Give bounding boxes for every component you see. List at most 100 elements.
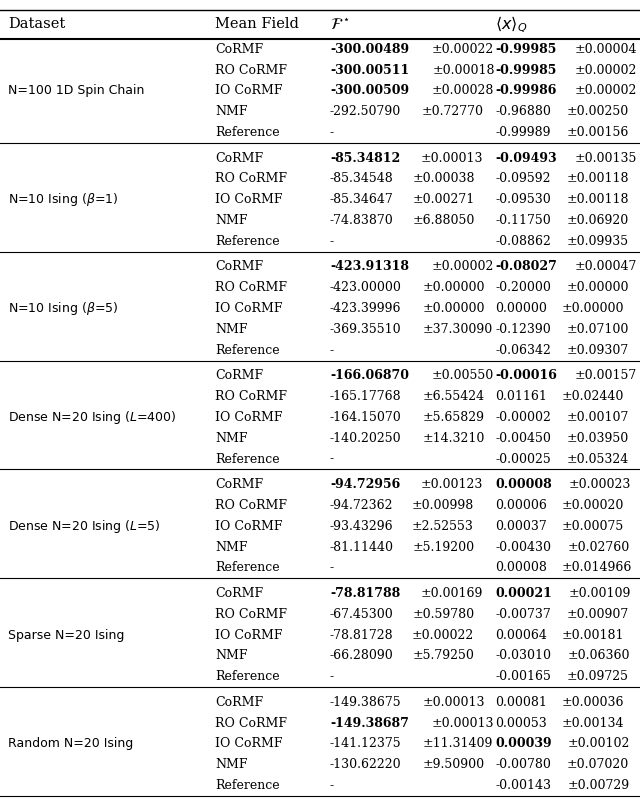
Text: CoRMF: CoRMF xyxy=(215,369,263,382)
Text: -0.00430: -0.00430 xyxy=(495,541,551,553)
Text: -: - xyxy=(330,562,334,574)
Text: -93.43296: -93.43296 xyxy=(330,520,394,532)
Text: CoRMF: CoRMF xyxy=(215,696,263,709)
Text: -166.06870: -166.06870 xyxy=(330,369,409,382)
Text: ±0.00000: ±0.00000 xyxy=(422,302,484,315)
Text: ±0.00123: ±0.00123 xyxy=(420,478,483,491)
Text: ±0.03950: ±0.03950 xyxy=(567,431,629,444)
Text: ±0.00002: ±0.00002 xyxy=(574,64,637,77)
Text: -140.20250: -140.20250 xyxy=(330,431,402,444)
Text: 0.00053: 0.00053 xyxy=(495,717,547,730)
Text: RO CoRMF: RO CoRMF xyxy=(215,172,287,185)
Text: -300.00511: -300.00511 xyxy=(330,64,409,77)
Text: -0.11750: -0.11750 xyxy=(495,214,551,227)
Text: ±5.79250: ±5.79250 xyxy=(412,650,474,663)
Text: Mean Field: Mean Field xyxy=(215,18,299,32)
Text: -0.12390: -0.12390 xyxy=(495,323,551,336)
Text: ±0.00047: ±0.00047 xyxy=(575,260,637,273)
Text: ±0.09307: ±0.09307 xyxy=(567,343,629,356)
Text: ±0.00000: ±0.00000 xyxy=(562,302,625,315)
Text: ±0.00022: ±0.00022 xyxy=(432,43,494,56)
Text: 0.01161: 0.01161 xyxy=(495,390,547,403)
Text: N=10 Ising ($\beta$=1): N=10 Ising ($\beta$=1) xyxy=(8,191,118,208)
Text: -67.45300: -67.45300 xyxy=(330,608,394,621)
Text: IO CoRMF: IO CoRMF xyxy=(215,302,282,315)
Text: -: - xyxy=(330,671,334,684)
Text: ±0.00157: ±0.00157 xyxy=(575,369,637,382)
Text: Random N=20 Ising: Random N=20 Ising xyxy=(8,738,133,751)
Text: -292.50790: -292.50790 xyxy=(330,105,401,118)
Text: -165.17768: -165.17768 xyxy=(330,390,402,403)
Text: -149.38687: -149.38687 xyxy=(330,717,409,730)
Text: ±0.00036: ±0.00036 xyxy=(562,696,625,709)
Text: ±0.00181: ±0.00181 xyxy=(562,629,625,642)
Text: ±0.00002: ±0.00002 xyxy=(574,84,637,97)
Text: -423.91318: -423.91318 xyxy=(330,260,409,273)
Text: IO CoRMF: IO CoRMF xyxy=(215,193,282,206)
Text: ±0.00135: ±0.00135 xyxy=(575,152,637,165)
Text: NMF: NMF xyxy=(215,323,248,336)
Text: ±6.88050: ±6.88050 xyxy=(412,214,475,227)
Text: $\langle x \rangle_Q$: $\langle x \rangle_Q$ xyxy=(495,15,527,35)
Text: -423.39996: -423.39996 xyxy=(330,302,401,315)
Text: ±2.52553: ±2.52553 xyxy=(412,520,474,532)
Text: Reference: Reference xyxy=(215,235,280,248)
Text: ±0.00000: ±0.00000 xyxy=(423,281,485,294)
Text: ±0.00002: ±0.00002 xyxy=(432,260,494,273)
Text: ±0.014966: ±0.014966 xyxy=(562,562,632,574)
Text: IO CoRMF: IO CoRMF xyxy=(215,629,282,642)
Text: Dataset: Dataset xyxy=(8,18,65,32)
Text: Reference: Reference xyxy=(215,779,280,792)
Text: -74.83870: -74.83870 xyxy=(330,214,394,227)
Text: ±0.00550: ±0.00550 xyxy=(432,369,494,382)
Text: RO CoRMF: RO CoRMF xyxy=(215,608,287,621)
Text: -: - xyxy=(330,779,334,792)
Text: ±0.00729: ±0.00729 xyxy=(567,779,629,792)
Text: Dense N=20 Ising ($L$=5): Dense N=20 Ising ($L$=5) xyxy=(8,518,161,535)
Text: ±0.00169: ±0.00169 xyxy=(420,587,483,600)
Text: ±11.31409: ±11.31409 xyxy=(422,738,493,751)
Text: 0.00081: 0.00081 xyxy=(495,696,547,709)
Text: -0.09592: -0.09592 xyxy=(495,172,550,185)
Text: Reference: Reference xyxy=(215,343,280,356)
Text: -0.99989: -0.99989 xyxy=(495,126,550,139)
Text: NMF: NMF xyxy=(215,541,248,553)
Text: -85.34548: -85.34548 xyxy=(330,172,394,185)
Text: Sparse N=20 Ising: Sparse N=20 Ising xyxy=(8,629,124,642)
Text: ±0.05324: ±0.05324 xyxy=(567,452,629,465)
Text: ±0.00004: ±0.00004 xyxy=(574,43,637,56)
Text: ±37.30090: ±37.30090 xyxy=(422,323,493,336)
Text: -: - xyxy=(330,343,334,356)
Text: ±0.00156: ±0.00156 xyxy=(566,126,629,139)
Text: CoRMF: CoRMF xyxy=(215,587,263,600)
Text: RO CoRMF: RO CoRMF xyxy=(215,717,287,730)
Text: -66.28090: -66.28090 xyxy=(330,650,394,663)
Text: IO CoRMF: IO CoRMF xyxy=(215,411,282,424)
Text: -300.00509: -300.00509 xyxy=(330,84,409,97)
Text: -0.00016: -0.00016 xyxy=(495,369,557,382)
Text: -0.00002: -0.00002 xyxy=(495,411,551,424)
Text: $\mathcal{F}^\star$: $\mathcal{F}^\star$ xyxy=(330,16,350,32)
Text: CoRMF: CoRMF xyxy=(215,260,263,273)
Text: N=100 1D Spin Chain: N=100 1D Spin Chain xyxy=(8,84,145,97)
Text: -0.06342: -0.06342 xyxy=(495,343,551,356)
Text: -0.99986: -0.99986 xyxy=(495,84,556,97)
Text: 0.00037: 0.00037 xyxy=(495,520,547,532)
Text: RO CoRMF: RO CoRMF xyxy=(215,281,287,294)
Text: ±0.00022: ±0.00022 xyxy=(412,629,474,642)
Text: ±0.07020: ±0.07020 xyxy=(567,758,629,772)
Text: RO CoRMF: RO CoRMF xyxy=(215,390,287,403)
Text: -0.99985: -0.99985 xyxy=(495,64,556,77)
Text: ±0.00018: ±0.00018 xyxy=(432,64,495,77)
Text: -94.72362: -94.72362 xyxy=(330,499,394,512)
Text: -130.62220: -130.62220 xyxy=(330,758,402,772)
Text: 0.00008: 0.00008 xyxy=(495,478,552,491)
Text: ±0.09725: ±0.09725 xyxy=(567,671,629,684)
Text: NMF: NMF xyxy=(215,758,248,772)
Text: ±0.06920: ±0.06920 xyxy=(567,214,629,227)
Text: ±6.55424: ±6.55424 xyxy=(422,390,484,403)
Text: ±0.00271: ±0.00271 xyxy=(412,193,474,206)
Text: ±0.00038: ±0.00038 xyxy=(412,172,475,185)
Text: ±0.00013: ±0.00013 xyxy=(422,696,485,709)
Text: ±0.07100: ±0.07100 xyxy=(567,323,629,336)
